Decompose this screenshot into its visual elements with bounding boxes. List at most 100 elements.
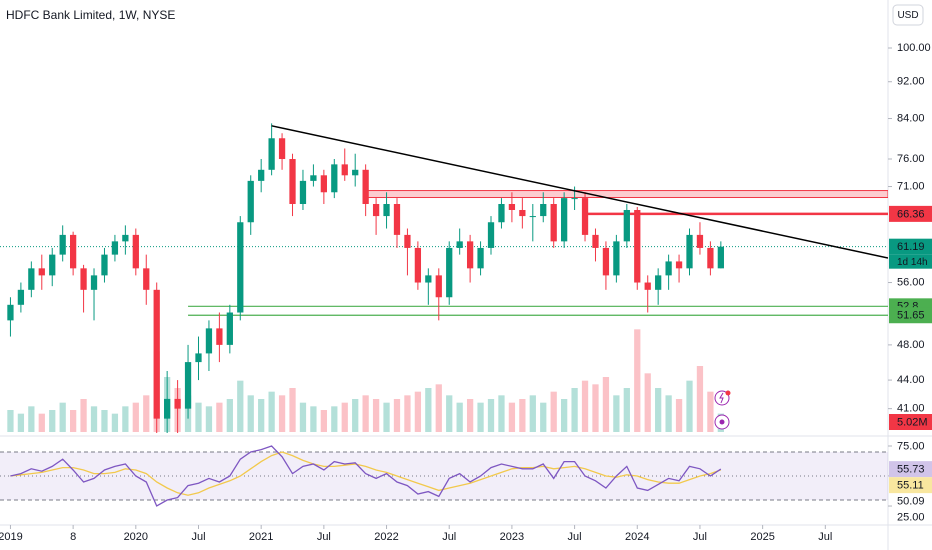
volume-label-bg <box>889 414 932 430</box>
price-pane <box>0 123 888 433</box>
volume-bar <box>592 384 599 432</box>
volume-bar <box>17 413 25 432</box>
currency-button[interactable] <box>892 4 924 26</box>
rsi-pane <box>0 445 888 507</box>
candle-body <box>164 398 171 419</box>
candle-body <box>613 241 620 276</box>
candle-body <box>237 222 244 313</box>
candle-body <box>487 222 495 248</box>
volume-bar <box>655 388 662 432</box>
candle-body <box>174 398 181 409</box>
candle-body <box>247 180 254 223</box>
volume-bar <box>393 399 401 432</box>
volume-bar <box>383 402 390 432</box>
x-tick-label: 2021 <box>249 531 273 543</box>
volume-bar <box>258 399 265 432</box>
candle-body <box>623 209 630 242</box>
volume-bar <box>341 402 348 432</box>
volume-bar <box>7 410 14 432</box>
x-tick-label: 2024 <box>625 531 649 543</box>
volume-bar <box>49 410 56 432</box>
candle-body <box>352 169 359 176</box>
volume-bar <box>80 399 87 432</box>
candle-body <box>550 203 557 242</box>
level-label-bg <box>889 205 932 222</box>
x-tick-label: Jul <box>442 531 456 543</box>
rsi-label-bg <box>889 461 932 478</box>
rsi-label-bg <box>889 477 932 494</box>
candle-body <box>686 234 693 269</box>
candle-body <box>571 198 578 200</box>
candle-body <box>540 203 547 217</box>
rsi-label: 55.73 <box>897 464 925 476</box>
trendline <box>271 125 888 259</box>
volume-bar <box>644 373 651 432</box>
candle-body <box>477 247 484 269</box>
candle-body <box>59 234 66 255</box>
x-tick-label: 2019 <box>0 531 23 543</box>
level-label-bg <box>889 307 932 324</box>
candle-body <box>425 275 432 283</box>
volume-bar <box>247 395 254 432</box>
volume-bar <box>707 391 714 432</box>
volume-bar <box>550 391 557 432</box>
candle-body <box>101 254 108 276</box>
volume-bar <box>132 402 139 432</box>
alert-dot <box>725 390 731 396</box>
candle-body <box>655 275 662 290</box>
volume-label: 5.02M <box>897 416 928 428</box>
candle-body <box>17 289 25 305</box>
candle-body <box>278 138 286 160</box>
volume-bar <box>331 406 338 432</box>
x-tick-label: 2025 <box>750 531 774 543</box>
candle-body <box>404 234 411 248</box>
candle-body <box>132 234 139 269</box>
x-tick-label: 8 <box>70 531 76 543</box>
candle-body <box>38 268 45 276</box>
y-tick-label: 76.00 <box>897 153 925 165</box>
volume-bar <box>456 402 463 432</box>
y-tick-label: 56.00 <box>897 276 925 288</box>
volume-bar <box>446 395 453 432</box>
candle-body <box>581 198 589 235</box>
volume-bar <box>696 366 704 432</box>
candle-body <box>707 247 714 269</box>
volume-bar <box>101 410 108 432</box>
currency[interactable]: USD <box>897 10 918 21</box>
volume-bar <box>613 395 620 432</box>
volume-bar <box>38 413 45 432</box>
candle-body <box>122 234 129 242</box>
volume-bar <box>320 410 327 432</box>
y-tick-label: 100.00 <box>897 42 931 54</box>
countdown: 1d 14h <box>897 257 928 268</box>
candle-body <box>561 198 568 242</box>
candle-body <box>205 328 213 354</box>
y-tick-label: 71.00 <box>897 180 925 192</box>
volume-bar <box>508 402 516 432</box>
candle-body <box>195 353 202 363</box>
volume-bar <box>404 395 411 432</box>
candle-body <box>289 159 296 204</box>
candle-body <box>529 216 536 218</box>
volume-bar <box>435 384 442 432</box>
volume-bar <box>299 402 307 432</box>
volume-bar <box>477 402 484 432</box>
candle-body <box>143 268 150 290</box>
candle-body <box>592 234 599 248</box>
volume-bar <box>581 380 589 432</box>
candle-body <box>299 180 307 204</box>
candle-body <box>634 209 641 283</box>
volume-bar <box>205 406 213 432</box>
volume-bar <box>195 402 202 432</box>
candle-body <box>414 247 422 283</box>
rsi-label: 75.00 <box>897 440 925 452</box>
volume-bar <box>425 388 432 432</box>
last-price-label-bg <box>889 238 932 255</box>
rsi-line <box>10 445 722 507</box>
resistance-zone <box>365 190 888 199</box>
candle-body <box>341 164 348 176</box>
candle-body <box>519 209 526 217</box>
y-tick-label: 92.00 <box>897 76 925 88</box>
axes: 100.00 92.00 84.00 76.00 71.00 56.00 48.00 44.0… <box>0 42 932 543</box>
